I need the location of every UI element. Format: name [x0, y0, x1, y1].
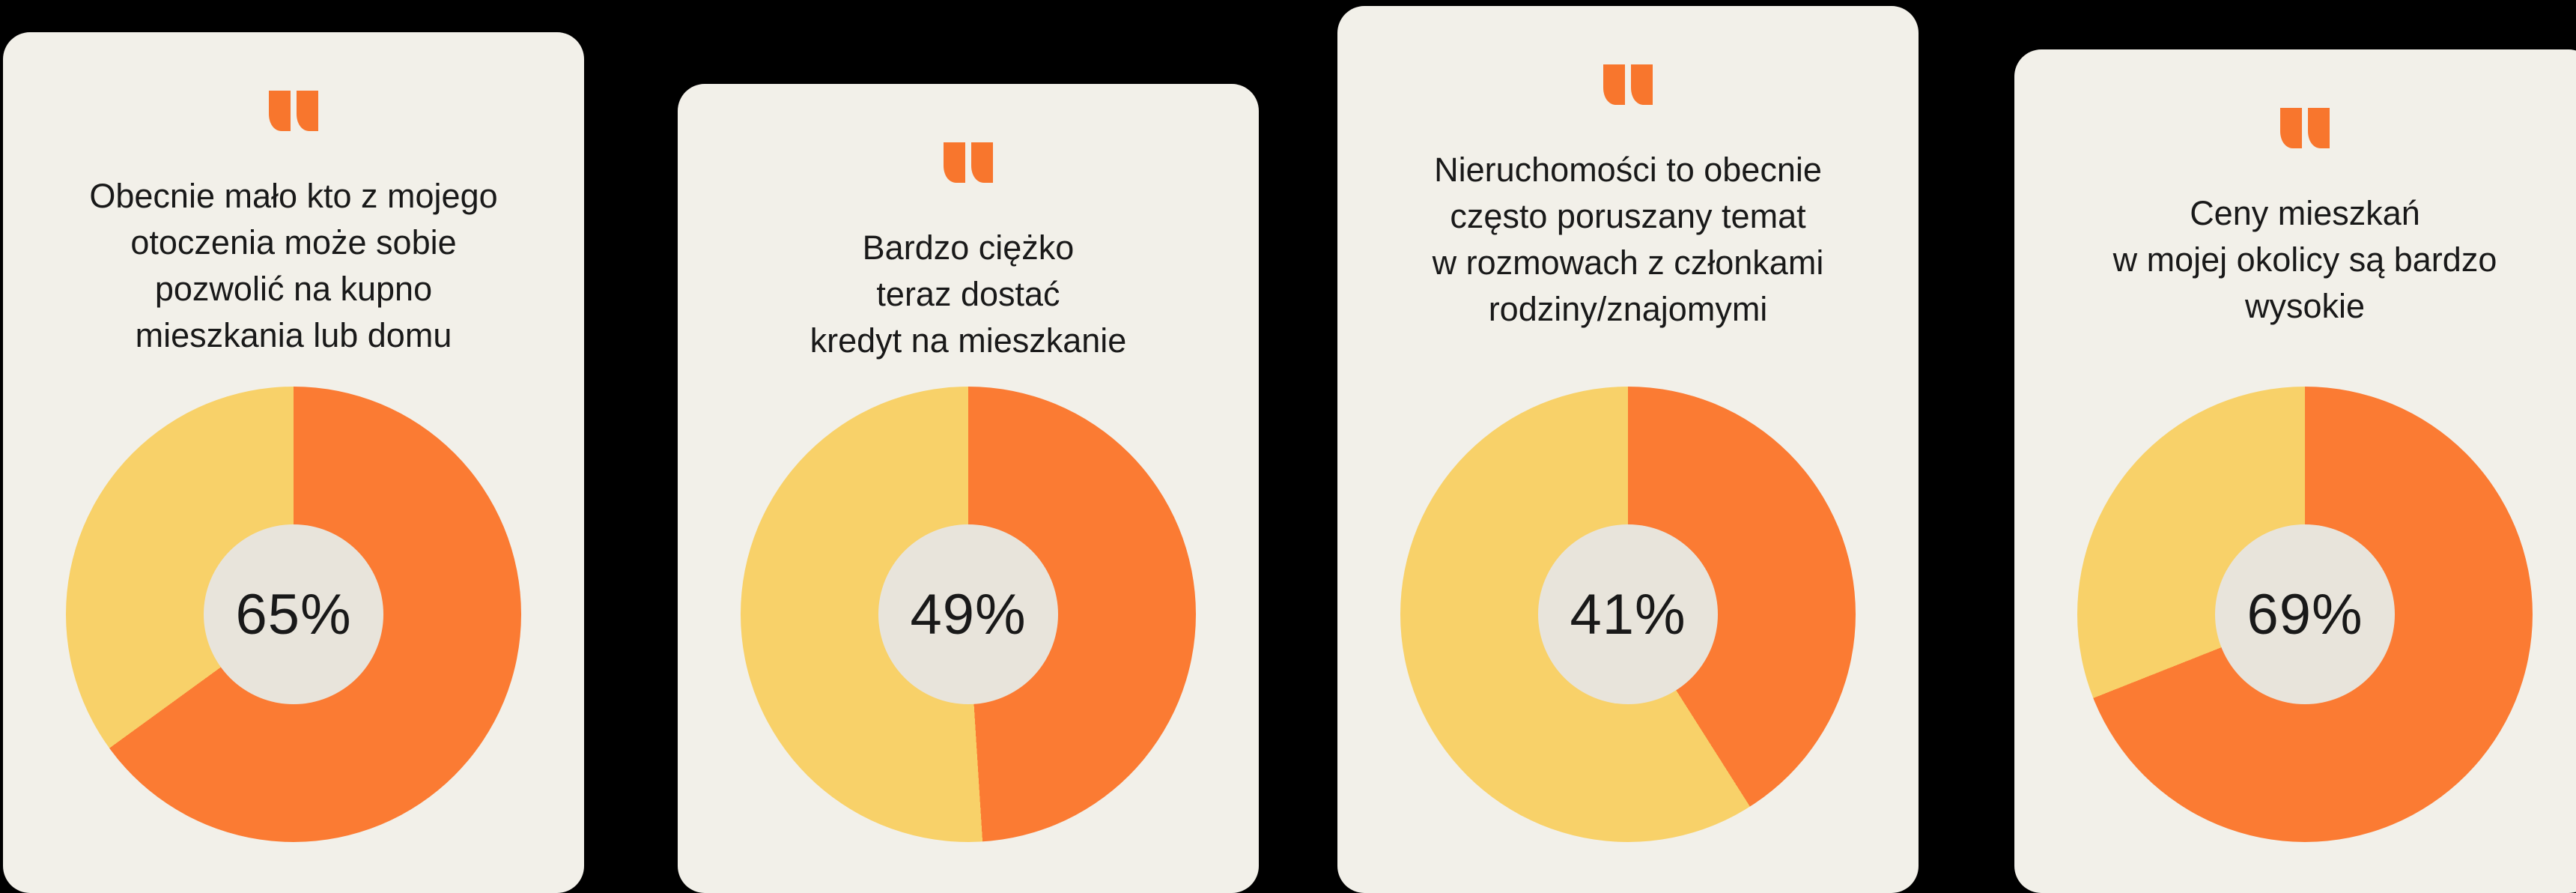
quote-card-2: Bardzo ciężko teraz dostać kredyt na mie… — [678, 84, 1259, 893]
quote-text: Ceny mieszkań w mojej okolicy są bardzo … — [2112, 194, 2497, 325]
quote-icon — [1603, 64, 1653, 105]
quote-card-1: Obecnie mało kto z mojego otoczenia może… — [3, 32, 584, 893]
quote-text: Nieruchomości to obecnie często poruszan… — [1432, 151, 1824, 328]
quote-card-4: Ceny mieszkań w mojej okolicy są bardzo … — [2014, 49, 2576, 893]
donut-chart: 65% — [66, 387, 521, 842]
donut-chart: 49% — [741, 387, 1196, 842]
quote-text: Obecnie mało kto z mojego otoczenia może… — [89, 177, 498, 354]
donut-percent-label: 65% — [235, 582, 352, 647]
donut-chart: 41% — [1400, 387, 1856, 842]
quote-icon — [269, 91, 318, 131]
quote-block: Ceny mieszkań w mojej okolicy są bardzo … — [2014, 49, 2576, 330]
quote-text: Bardzo ciężko teraz dostać kredyt na mie… — [809, 228, 1127, 360]
quote-icon — [2280, 108, 2330, 148]
quote-block: Bardzo ciężko teraz dostać kredyt na mie… — [678, 84, 1259, 364]
donut-percent-label: 69% — [2247, 582, 2363, 647]
quote-block: Nieruchomości to obecnie często poruszan… — [1337, 6, 1919, 333]
quote-icon — [944, 142, 993, 183]
quote-card-3: Nieruchomości to obecnie często poruszan… — [1337, 6, 1919, 893]
donut-percent-label: 41% — [1570, 582, 1686, 647]
donut-percent-label: 49% — [910, 582, 1027, 647]
quote-block: Obecnie mało kto z mojego otoczenia może… — [3, 32, 584, 359]
donut-chart: 69% — [2077, 387, 2533, 842]
